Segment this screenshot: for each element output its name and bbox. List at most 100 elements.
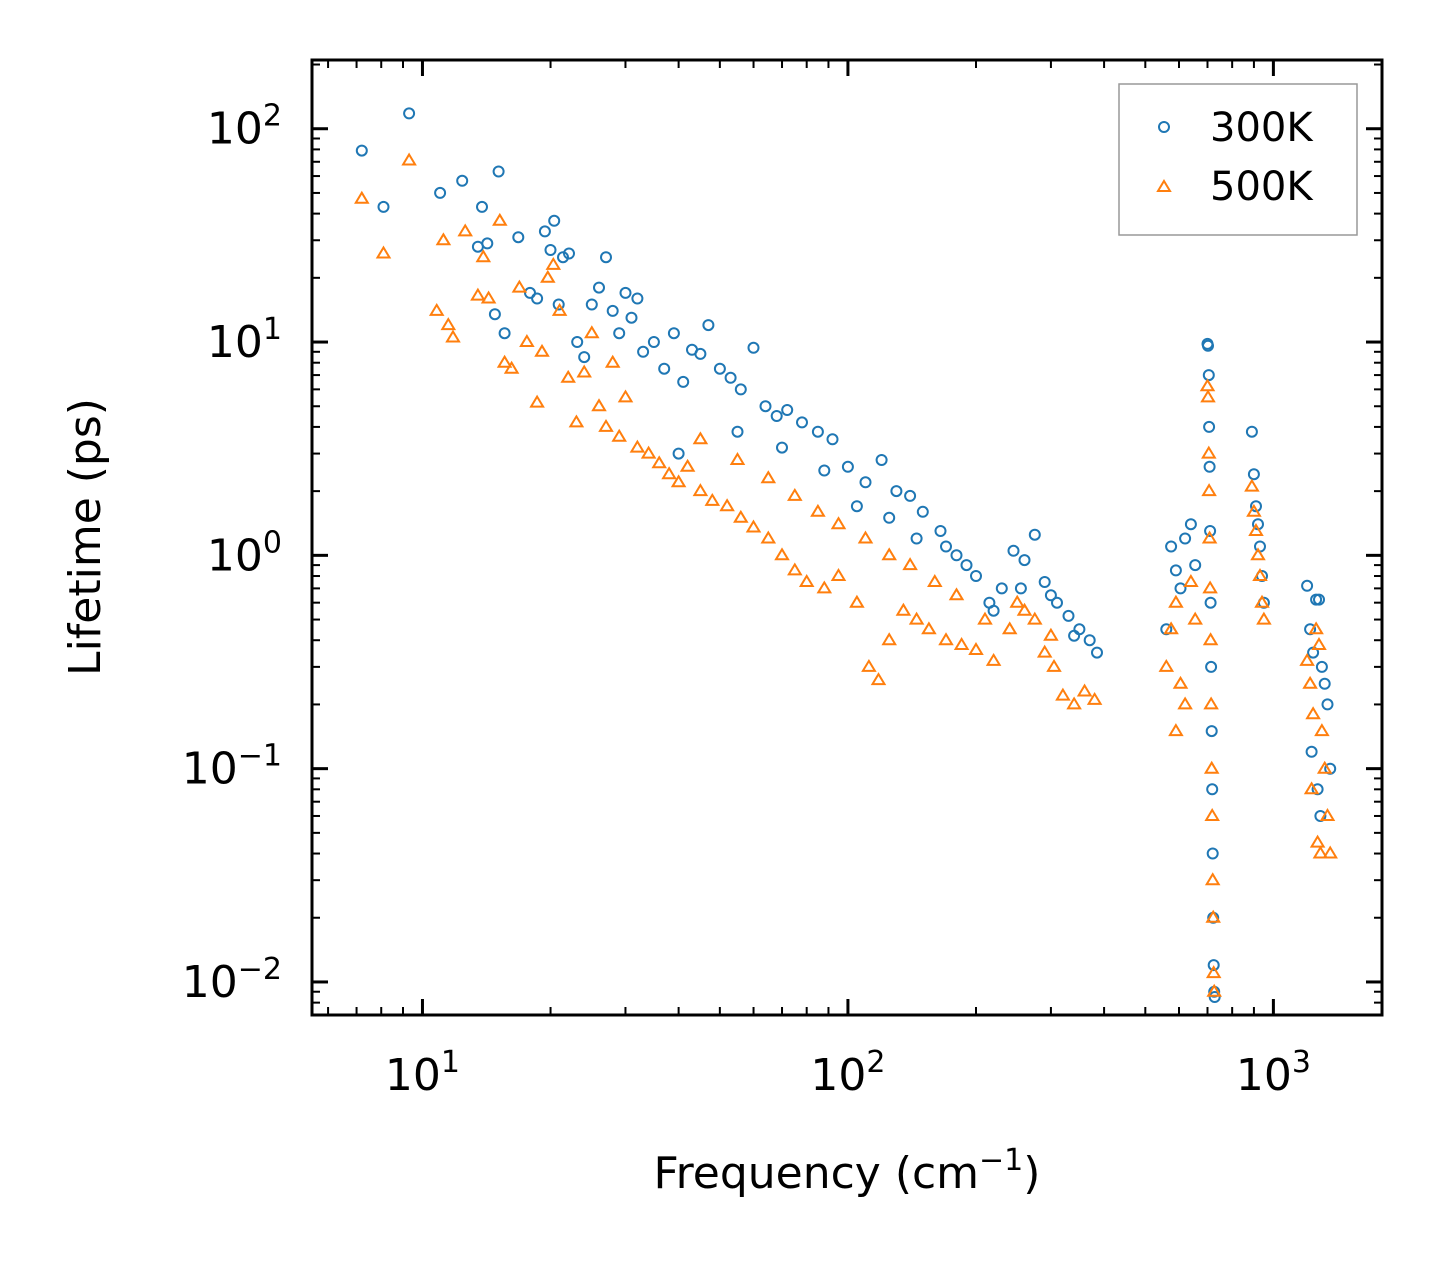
data-point [1201,530,1218,544]
data-point [747,341,760,354]
data-point [816,580,833,594]
data-point [1009,594,1025,608]
data-point [1202,632,1219,646]
data-point [1203,460,1216,473]
data-point [1028,528,1041,541]
data-point [1313,593,1325,606]
data-point [1248,523,1264,536]
data-point [637,345,650,358]
data-point [1321,698,1334,711]
data-point [927,574,943,587]
data-point [1308,621,1324,635]
data-point [1303,781,1320,795]
data-point [576,364,592,378]
data-point [552,298,565,311]
data-point [1016,602,1033,616]
data-point [731,425,744,438]
data-point [613,327,626,340]
data-point [531,292,544,305]
data-point [661,466,677,480]
data-point [895,602,912,616]
major-ticks [312,60,1382,1015]
data-point [759,400,772,413]
data-point [883,511,896,524]
legend-box [1118,83,1358,236]
data-point [401,152,417,166]
data-point [1315,660,1328,673]
data-point [548,214,561,227]
data-point [578,351,591,364]
data-point [1091,646,1103,659]
data-point [968,642,984,655]
data-point [861,658,877,672]
data-point [1043,627,1059,641]
data-point [1001,621,1018,635]
data-point [600,251,612,264]
data-point [545,256,562,270]
data-point [960,559,973,572]
data-point [651,455,667,469]
data-point [760,470,777,484]
data-point [1203,696,1219,710]
data-point [1177,696,1193,710]
data-point [1316,760,1333,774]
data-point [719,498,735,512]
data-point [921,621,937,635]
data-point [1202,339,1214,352]
data-point [1068,629,1081,642]
data-point [704,492,721,506]
data-point [1083,634,1096,647]
data-point [557,251,569,264]
data-point [745,519,762,533]
data-point [617,389,634,403]
data-point [571,336,584,348]
data-point [434,186,447,199]
data-point [1184,518,1197,531]
data-point [1252,568,1268,581]
data-point [440,317,457,331]
data-point [1301,579,1314,592]
data-point [970,570,982,582]
data-point [1204,525,1217,537]
plot-frame [310,58,1384,1017]
data-point [667,327,680,340]
data-point [770,410,783,422]
data-point [953,637,970,650]
data-point [1312,845,1329,859]
data-point [670,474,687,488]
data-point [1256,611,1272,625]
data-point [470,287,486,301]
data-point [672,447,685,460]
data-point [631,292,644,305]
data-point [355,144,368,157]
data-point [1018,554,1031,567]
data-point [1204,808,1220,821]
data-point [849,594,865,608]
data-point [830,568,847,581]
data-point [776,441,788,454]
data-point [1207,959,1220,972]
data-point [811,425,824,438]
data-point [629,439,646,453]
data-point [544,244,557,256]
data-point [692,431,709,445]
data-point [692,483,709,497]
data-point [1014,582,1027,595]
data-point [1174,582,1187,595]
y-tick-label: 101 [207,312,282,368]
data-point [511,279,528,293]
data-point [787,562,803,576]
data-point [902,557,918,571]
data-point [857,530,874,544]
data-point [677,375,690,388]
series-layer [354,107,1338,1003]
data-point [702,319,715,332]
data-point [1314,723,1330,737]
data-point [908,611,925,625]
data-point [480,290,497,304]
data-point [1051,596,1063,609]
data-point [977,611,993,625]
data-point [1250,547,1266,561]
data-point [492,212,508,226]
data-point [1244,478,1260,492]
